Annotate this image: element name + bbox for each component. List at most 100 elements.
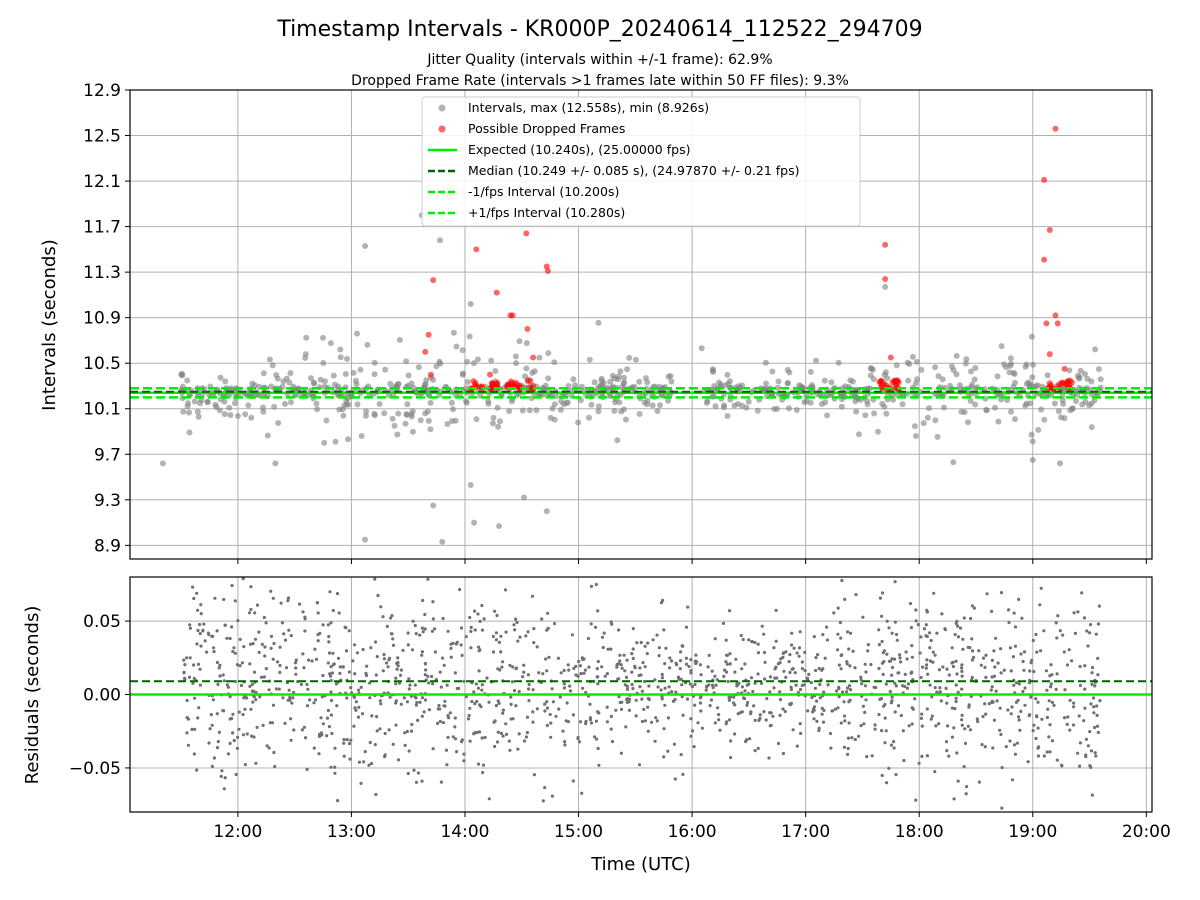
residual-point (940, 612, 944, 616)
interval-point (775, 378, 782, 385)
interval-point (1023, 380, 1030, 387)
interval-point (245, 402, 252, 409)
interval-point (264, 432, 271, 439)
residual-point (728, 652, 732, 656)
residual-point (588, 716, 593, 720)
residual-point (185, 731, 189, 735)
residual-point (664, 646, 668, 650)
residual-point (659, 688, 663, 692)
residual-point (859, 724, 863, 728)
residual-point (753, 640, 757, 645)
residual-point (374, 792, 378, 797)
interval-point (1066, 367, 1073, 374)
dropped-frame-point (1054, 320, 1061, 327)
residual-point (487, 700, 491, 704)
residual-point (896, 671, 900, 675)
residual-point (753, 749, 757, 753)
residual-point (504, 732, 509, 737)
residual-point (431, 617, 435, 621)
residual-point (865, 755, 869, 759)
dropped-frame-point (425, 331, 432, 338)
residual-point (1084, 737, 1088, 741)
interval-point (234, 413, 241, 419)
residual-point (696, 721, 700, 725)
residual-point (437, 703, 441, 708)
residual-point (386, 665, 390, 669)
residual-point (222, 787, 226, 791)
residual-point (656, 685, 660, 689)
residual-point (902, 758, 906, 763)
residual-point (990, 658, 995, 663)
residual-point (606, 647, 610, 651)
residual-point (931, 650, 935, 654)
residual-point (550, 794, 555, 798)
residual-point (1078, 764, 1082, 768)
residual-point (821, 720, 826, 724)
residual-point (513, 628, 517, 632)
residual-point (838, 620, 843, 625)
residual-point (330, 731, 334, 736)
interval-point (607, 378, 614, 385)
residual-point (633, 666, 637, 670)
interval-point (404, 401, 411, 408)
residual-point (980, 743, 984, 747)
residual-point (913, 697, 917, 701)
interval-point (893, 362, 900, 369)
residual-point (679, 650, 683, 654)
residual-point (433, 650, 437, 654)
residual-point (532, 627, 536, 631)
residual-point (303, 736, 308, 740)
residual-point (389, 616, 393, 620)
interval-point (869, 366, 876, 373)
residual-point (1045, 688, 1049, 692)
interval-point (1012, 416, 1018, 423)
residual-point (623, 683, 627, 687)
residual-point (954, 621, 958, 626)
interval-point (807, 399, 814, 406)
residual-point (468, 615, 472, 620)
residual-point (281, 696, 285, 700)
residual-point (413, 683, 417, 687)
interval-point (642, 375, 649, 382)
residual-point (462, 759, 466, 763)
residual-point (481, 770, 485, 775)
residual-point (530, 594, 535, 598)
interval-point (1007, 355, 1014, 362)
residual-point (270, 721, 274, 725)
residual-point (540, 617, 544, 621)
interval-point (430, 502, 437, 509)
residual-point (313, 698, 318, 702)
interval-point (864, 401, 871, 408)
residual-point (920, 712, 924, 716)
residual-point (639, 640, 643, 645)
residual-point (984, 675, 988, 680)
residual-point (739, 633, 743, 638)
interval-point (564, 399, 571, 406)
residual-point (216, 740, 220, 744)
interval-point (523, 365, 530, 372)
residual-point (328, 672, 332, 676)
residual-point (1063, 688, 1067, 692)
interval-point (521, 494, 528, 501)
interval-point (287, 370, 294, 377)
residual-point (1048, 723, 1052, 727)
residual-point (854, 593, 858, 597)
interval-point (821, 377, 828, 384)
interval-point (626, 354, 633, 361)
residual-point (1098, 699, 1102, 703)
residual-point (421, 598, 425, 603)
residual-point (620, 666, 624, 670)
residual-point (1094, 754, 1098, 758)
residual-point (352, 724, 356, 728)
dropped-frame-point (494, 380, 501, 387)
residual-point (254, 761, 258, 765)
intervals-y-tick-label: 12.1 (83, 172, 121, 192)
interval-point (402, 420, 409, 427)
interval-point (612, 399, 619, 406)
residual-point (883, 702, 887, 707)
residual-point (1012, 743, 1017, 747)
residual-point (631, 647, 635, 651)
residual-point (659, 601, 664, 605)
residual-point (609, 727, 613, 731)
residual-point (914, 608, 918, 612)
